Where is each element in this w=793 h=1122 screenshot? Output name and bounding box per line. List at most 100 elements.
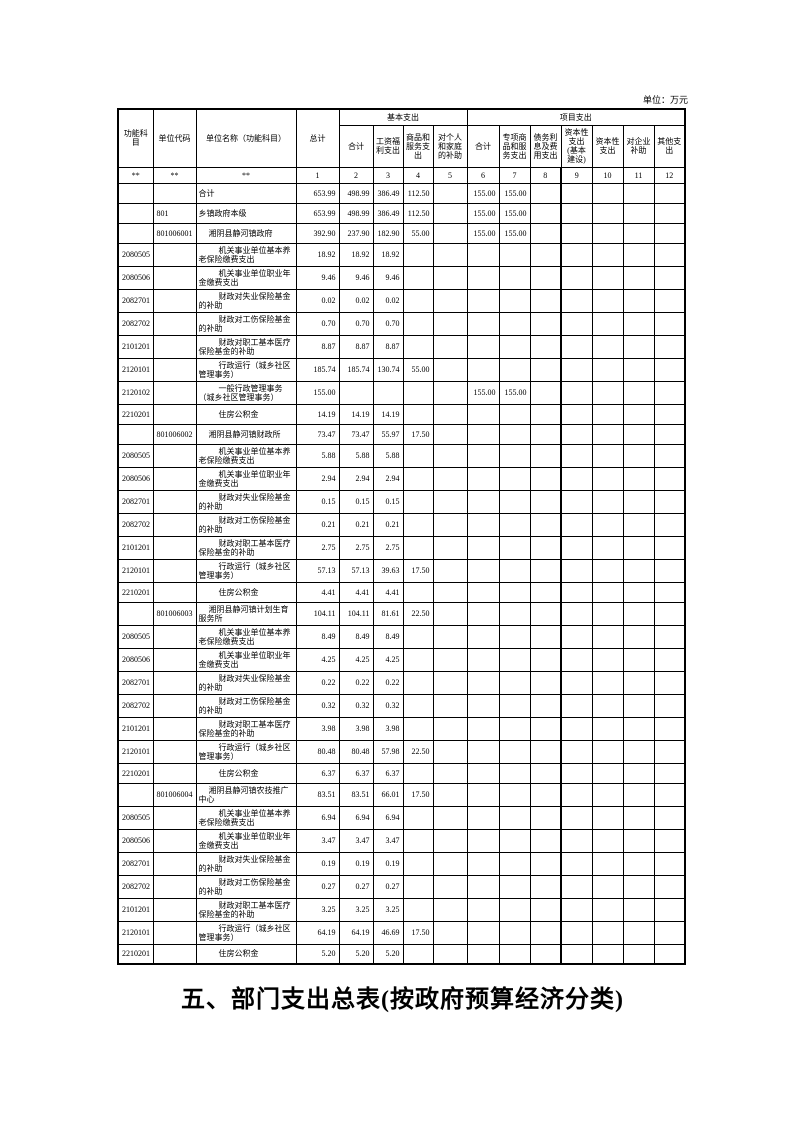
value-cell	[560, 466, 593, 491]
unit-name-cell: 财政对职工基本医疗保险基金的补助	[195, 897, 297, 922]
value-cell	[498, 920, 531, 945]
table-row: 合计 653.99 498.99 386.49 112.50 155.00 155.00	[117, 182, 686, 204]
col-header-unit-code: 单位代码	[152, 108, 197, 168]
value-cell: 155.00	[466, 380, 500, 405]
value-cell	[432, 805, 468, 830]
value-cell	[529, 357, 562, 382]
value-cell	[466, 874, 500, 899]
function-code-cell: 2080506	[117, 265, 154, 290]
value-cell	[591, 828, 624, 853]
value-cell	[653, 489, 686, 514]
value-cell	[432, 535, 468, 560]
value-cell: 5.20	[372, 943, 404, 965]
value-cell	[529, 739, 562, 764]
value-cell	[653, 558, 686, 583]
value-cell	[498, 242, 531, 267]
value-cell: 392.90	[295, 222, 340, 244]
index-cell: 8	[529, 166, 562, 184]
value-cell	[529, 489, 562, 514]
value-cell: 18.92	[338, 242, 374, 267]
value-cell	[591, 693, 624, 718]
value-cell: 3.98	[338, 716, 374, 741]
value-cell	[432, 357, 468, 382]
value-cell	[529, 762, 562, 784]
value-cell	[560, 182, 593, 204]
function-code-cell: 2120101	[117, 920, 154, 945]
value-cell	[653, 716, 686, 741]
unit-code-cell	[152, 311, 197, 336]
value-cell: 130.74	[372, 357, 404, 382]
unit-code-cell	[152, 943, 197, 965]
value-cell	[498, 828, 531, 853]
value-cell	[402, 670, 434, 695]
value-cell	[560, 311, 593, 336]
value-cell	[529, 920, 562, 945]
value-cell: 112.50	[402, 202, 434, 224]
value-cell	[591, 466, 624, 491]
function-code-cell: 2080506	[117, 828, 154, 853]
value-cell	[591, 311, 624, 336]
value-cell	[432, 334, 468, 359]
function-code-cell: 2210201	[117, 762, 154, 784]
value-cell	[498, 805, 531, 830]
value-cell: 0.21	[295, 512, 340, 537]
value-cell: 0.22	[295, 670, 340, 695]
unit-name-cell: 合计	[195, 182, 297, 204]
value-cell: 5.88	[295, 443, 340, 468]
value-cell	[402, 512, 434, 537]
value-cell	[498, 874, 531, 899]
value-cell	[402, 242, 434, 267]
value-cell	[466, 943, 500, 965]
value-cell	[560, 828, 593, 853]
value-cell	[560, 920, 593, 945]
value-cell	[466, 828, 500, 853]
budget-table: 功能科目 单位代码 单位名称（功能科目） 总计 基本支出 项目支出 合计 工资福…	[117, 108, 687, 965]
unit-name-cell: 财政对职工基本医疗保险基金的补助	[195, 334, 297, 359]
value-cell: 64.19	[338, 920, 374, 945]
value-cell	[622, 443, 655, 468]
value-cell	[591, 670, 624, 695]
value-cell: 55.97	[372, 423, 404, 445]
value-cell: 104.11	[338, 601, 374, 626]
unit-code-cell	[152, 647, 197, 672]
table-row: 801006001 湘阴县静河镇政府 392.90 237.90 182.90 55.00…	[117, 222, 686, 244]
value-cell	[402, 828, 434, 853]
value-cell	[622, 202, 655, 224]
value-cell	[591, 403, 624, 425]
index-cell: 9	[560, 166, 593, 184]
function-code-cell: 2120101	[117, 739, 154, 764]
value-cell	[653, 805, 686, 830]
value-cell: 8.87	[295, 334, 340, 359]
function-code-cell: 2101201	[117, 535, 154, 560]
index-cell: **	[152, 166, 197, 184]
index-cell: 5	[432, 166, 468, 184]
value-cell	[432, 380, 468, 405]
value-cell: 57.13	[338, 558, 374, 583]
value-cell	[560, 357, 593, 382]
value-cell	[591, 920, 624, 945]
function-code-cell	[117, 222, 154, 244]
value-cell: 8.87	[372, 334, 404, 359]
value-cell: 0.19	[372, 851, 404, 876]
value-cell	[560, 647, 593, 672]
value-cell	[622, 222, 655, 244]
value-cell	[591, 647, 624, 672]
value-cell	[432, 558, 468, 583]
value-cell	[622, 762, 655, 784]
value-cell: 0.02	[372, 288, 404, 313]
value-cell: 185.74	[295, 357, 340, 382]
col-header-function: 功能科目	[117, 108, 154, 168]
value-cell	[432, 443, 468, 468]
value-cell	[529, 647, 562, 672]
value-cell	[622, 311, 655, 336]
function-code-cell	[117, 782, 154, 807]
value-cell: 386.49	[372, 202, 404, 224]
value-cell	[466, 423, 500, 445]
value-cell: 83.51	[295, 782, 340, 807]
value-cell	[466, 403, 500, 425]
value-cell	[591, 202, 624, 224]
value-cell	[560, 202, 593, 224]
value-cell	[622, 739, 655, 764]
unit-name-cell: 财政对工伤保险基金的补助	[195, 311, 297, 336]
value-cell	[653, 182, 686, 204]
